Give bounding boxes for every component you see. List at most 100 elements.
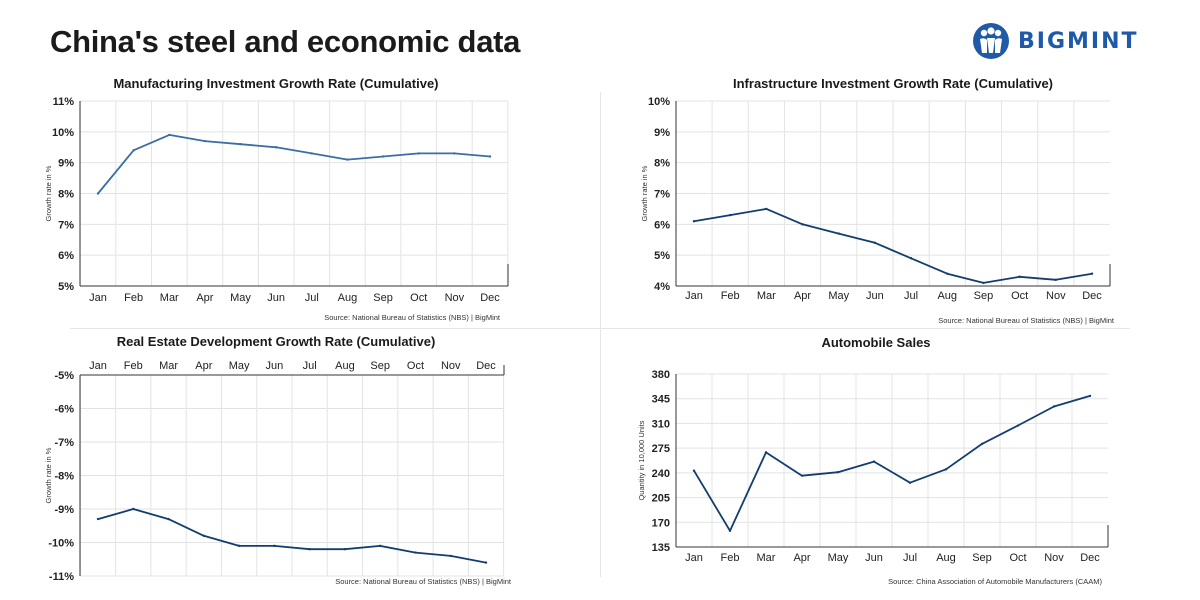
manufacturing-xtick-label: Aug: [338, 292, 358, 304]
automobile-xtick-label: Apr: [793, 552, 810, 564]
infrastructure-y-axis-title: Growth rate in %: [640, 165, 649, 221]
manufacturing-xtick-label: Feb: [124, 292, 143, 304]
manufacturing-data-point: [488, 155, 492, 158]
infrastructure-xtick-label: Feb: [721, 290, 740, 302]
realestate-data-point: [237, 544, 241, 548]
infrastructure-data-point: [765, 207, 768, 211]
infrastructure-data-point: [801, 223, 804, 226]
infrastructure-source-note: Source: National Bureau of Statistics (N…: [938, 316, 1115, 325]
infrastructure-data-point: [692, 220, 696, 223]
bigmint-logo: BIGMINT: [972, 22, 1162, 60]
infrastructure-ytick-label: 5%: [654, 250, 670, 262]
automobile-xtick-label: Feb: [721, 552, 740, 564]
infrastructure-data-point: [909, 257, 913, 260]
realestate-data-point: [273, 544, 276, 548]
realestate-ytick-label: -10%: [48, 538, 74, 550]
automobile-xtick-label: Jun: [865, 552, 883, 564]
automobile-source-note: Source: China Association of Automobile …: [888, 577, 1102, 586]
automobile-xtick-label: Aug: [936, 552, 956, 564]
manufacturing-data-point: [346, 158, 349, 161]
automobile-xtick-label: May: [828, 552, 849, 564]
realestate-xtick-label: May: [229, 360, 250, 372]
automobile-ytick-label: 135: [652, 542, 670, 554]
manufacturing-data-point: [132, 149, 135, 152]
realestate-data-point: [449, 554, 452, 558]
infrastructure-ytick-label: 10%: [648, 96, 670, 108]
realestate-series-line: [97, 508, 487, 564]
infrastructure-xtick-label: Jul: [904, 290, 918, 302]
realestate-ytick-label: -9%: [54, 504, 74, 516]
realestate-ytick-label: -5%: [54, 370, 74, 382]
manufacturing-data-point: [168, 133, 171, 137]
infrastructure-series-line: [693, 207, 1093, 284]
infrastructure-data-point: [728, 213, 732, 217]
page-title: China's steel and economic data: [50, 24, 521, 59]
manufacturing-data-point: [453, 152, 456, 155]
manufacturing-data-point: [203, 139, 207, 143]
realestate-data-point: [484, 561, 488, 564]
automobile-data-point: [1052, 405, 1056, 408]
manufacturing-data-point: [96, 192, 100, 195]
automobile-data-point: [836, 470, 840, 474]
manufacturing-data-point: [381, 155, 385, 158]
infrastructure-xtick-label: Jun: [866, 290, 884, 302]
manufacturing-ytick-label: 9%: [58, 158, 74, 170]
realestate-ytick-label: -8%: [54, 471, 74, 483]
manufacturing-xtick-label: Oct: [410, 292, 427, 304]
automobile-data-point: [764, 451, 768, 454]
infrastructure-ytick-label: 6%: [654, 219, 670, 231]
manufacturing-y-axis-title: Growth rate in %: [44, 165, 53, 221]
realestate-xtick-label: Aug: [335, 360, 355, 372]
automobile-y-axis-title: Quantity in 10,000 Units: [637, 420, 646, 500]
manufacturing-ytick-label: 11%: [53, 96, 75, 108]
infrastructure-data-point: [1054, 278, 1058, 282]
infrastructure-xtick-label: Jan: [685, 290, 703, 302]
manufacturing-ytick-label: 6%: [58, 250, 74, 262]
realestate-data-point: [308, 548, 311, 551]
infrastructure-chart-title: Infrastructure Investment Growth Rate (C…: [733, 76, 1053, 91]
manufacturing-ytick-label: 5%: [58, 281, 74, 293]
infrastructure-xtick-label: Dec: [1082, 290, 1102, 302]
infrastructure-data-point: [946, 272, 949, 275]
infrastructure-ytick-label: 4%: [654, 281, 670, 293]
realestate-data-point: [343, 548, 347, 551]
automobile-data-point: [728, 529, 732, 532]
automobile-xtick-label: Jan: [685, 552, 703, 564]
manufacturing-ytick-label: 10%: [52, 127, 74, 139]
automobile-data-point: [1016, 424, 1020, 427]
automobile-ytick-label: 345: [652, 394, 670, 406]
infrastructure-data-point: [1018, 275, 1021, 278]
panel-divider-horizontal: [70, 328, 1130, 329]
realestate-xtick-label: Oct: [407, 360, 424, 372]
manufacturing-ytick-label: 8%: [58, 189, 74, 201]
infrastructure-data-point: [837, 232, 840, 235]
automobile-xtick-label: Sep: [972, 552, 992, 564]
automobile-ytick-label: 275: [652, 443, 670, 455]
automobile-data-point: [908, 481, 912, 484]
panel-divider-vertical: [600, 92, 601, 577]
infrastructure-data-point: [982, 281, 985, 285]
bigmint-logo-icon: [973, 23, 1009, 59]
manufacturing-data-point: [239, 142, 242, 146]
automobile-ytick-label: 240: [652, 468, 670, 480]
automobile-data-point: [692, 469, 696, 472]
automobile-xtick-label: Dec: [1080, 552, 1100, 564]
infrastructure-ytick-label: 8%: [654, 158, 670, 170]
realestate-data-point: [414, 551, 417, 554]
automobile-data-point: [1088, 394, 1092, 398]
automobile-series-line: [693, 395, 1091, 532]
realestate-xtick-label: Jun: [265, 360, 283, 372]
realestate-xtick-label: Dec: [476, 360, 496, 372]
infrastructure-data-point: [873, 241, 877, 245]
automobile-chart-title: Automobile Sales: [821, 335, 930, 350]
automobile-data-point: [944, 468, 948, 471]
automobile-data-point: [800, 474, 804, 477]
automobile-xtick-label: Oct: [1009, 552, 1026, 564]
realestate-xtick-label: Jul: [303, 360, 317, 372]
automobile-xtick-label: Jul: [903, 552, 917, 564]
infrastructure-ytick-label: 9%: [654, 127, 670, 139]
manufacturing-xtick-label: Dec: [480, 292, 500, 304]
automobile-ytick-label: 205: [652, 493, 670, 505]
realestate-source-note: Source: National Bureau of Statistics (N…: [335, 577, 512, 586]
